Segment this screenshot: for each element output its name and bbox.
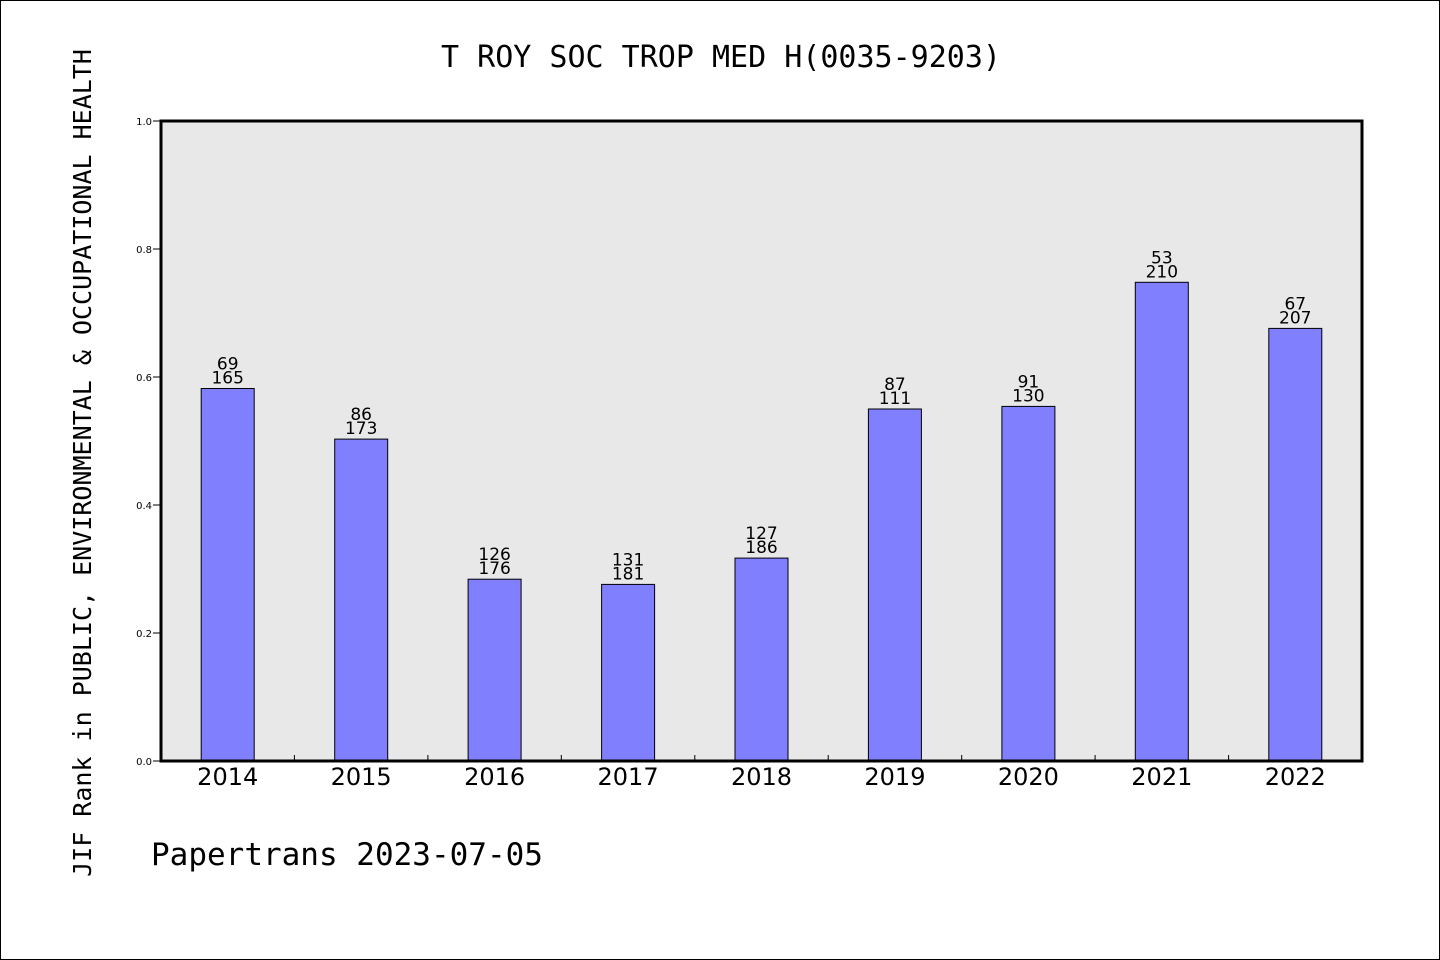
data-label-top-2015: 86 bbox=[350, 405, 372, 425]
bar-2015 bbox=[334, 438, 389, 762]
chart-title: T ROY SOC TROP MED H(0035-9203) bbox=[441, 40, 1001, 75]
x-tick-label-2021: 2021 bbox=[1131, 763, 1192, 791]
y-tick-label-0.8: 0.8 bbox=[136, 245, 152, 256]
x-axis: 2014 2015 2016 2017 2018 2019 2020 2021 2022 bbox=[197, 755, 1326, 791]
data-label-top-2022: 67 bbox=[1284, 294, 1306, 314]
bar-2014 bbox=[200, 388, 255, 762]
data-label-top-2019: 87 bbox=[884, 375, 906, 395]
bar-2017 bbox=[601, 583, 656, 762]
data-label-top-2021: 53 bbox=[1151, 248, 1173, 268]
data-label-bottom-2020: 130 bbox=[1012, 386, 1044, 406]
data-label-top-2018: 127 bbox=[745, 524, 777, 544]
data-label-bottom-2019: 111 bbox=[879, 389, 911, 409]
bar-2021 bbox=[1134, 281, 1189, 762]
bar-2020 bbox=[1001, 405, 1056, 762]
data-label-bottom-2015: 173 bbox=[345, 419, 377, 439]
y-axis: 0.0 0.2 0.4 0.6 0.8 1.0 bbox=[136, 117, 161, 768]
y-tick-label-0.2: 0.2 bbox=[136, 629, 152, 640]
bar-2019 bbox=[867, 408, 922, 762]
data-label-bottom-2014: 165 bbox=[211, 369, 243, 389]
data-label-top-2020: 91 bbox=[1018, 372, 1040, 392]
data-label-top-2014: 69 bbox=[217, 355, 239, 375]
x-tick-label-2014: 2014 bbox=[197, 763, 258, 791]
data-label-bottom-2018: 186 bbox=[745, 538, 777, 558]
x-tick-label-2015: 2015 bbox=[331, 763, 392, 791]
y-tick-label-0.6: 0.6 bbox=[136, 373, 152, 384]
data-label-bottom-2016: 176 bbox=[478, 559, 510, 579]
data-label-bottom-2022: 207 bbox=[1279, 308, 1311, 328]
data-label-bottom-2021: 210 bbox=[1146, 262, 1178, 282]
x-tick-label-2017: 2017 bbox=[598, 763, 659, 791]
data-label-top-2017: 131 bbox=[612, 550, 644, 570]
x-tick-label-2016: 2016 bbox=[464, 763, 525, 791]
x-tick-label-2018: 2018 bbox=[731, 763, 792, 791]
data-label-top-2016: 126 bbox=[478, 545, 510, 565]
plot-area bbox=[159, 119, 1364, 763]
footer-credit: Papertrans 2023-07-05 bbox=[151, 837, 543, 873]
x-tick-label-2020: 2020 bbox=[998, 763, 1059, 791]
y-tick-label-0.4: 0.4 bbox=[136, 501, 152, 512]
y-tick-label-1.0: 1.0 bbox=[136, 117, 152, 128]
bar-2022 bbox=[1268, 327, 1323, 762]
bar-2016 bbox=[467, 578, 522, 762]
y-tick-label-0.0: 0.0 bbox=[136, 757, 152, 768]
bar-2018 bbox=[734, 557, 789, 762]
x-tick-label-2022: 2022 bbox=[1265, 763, 1326, 791]
data-label-bottom-2017: 181 bbox=[612, 564, 644, 584]
x-tick-label-2019: 2019 bbox=[864, 763, 925, 791]
bars bbox=[200, 281, 1323, 762]
y-axis-label: JIF Rank in PUBLIC, ENVIRONMENTAL & OCCU… bbox=[68, 49, 97, 877]
